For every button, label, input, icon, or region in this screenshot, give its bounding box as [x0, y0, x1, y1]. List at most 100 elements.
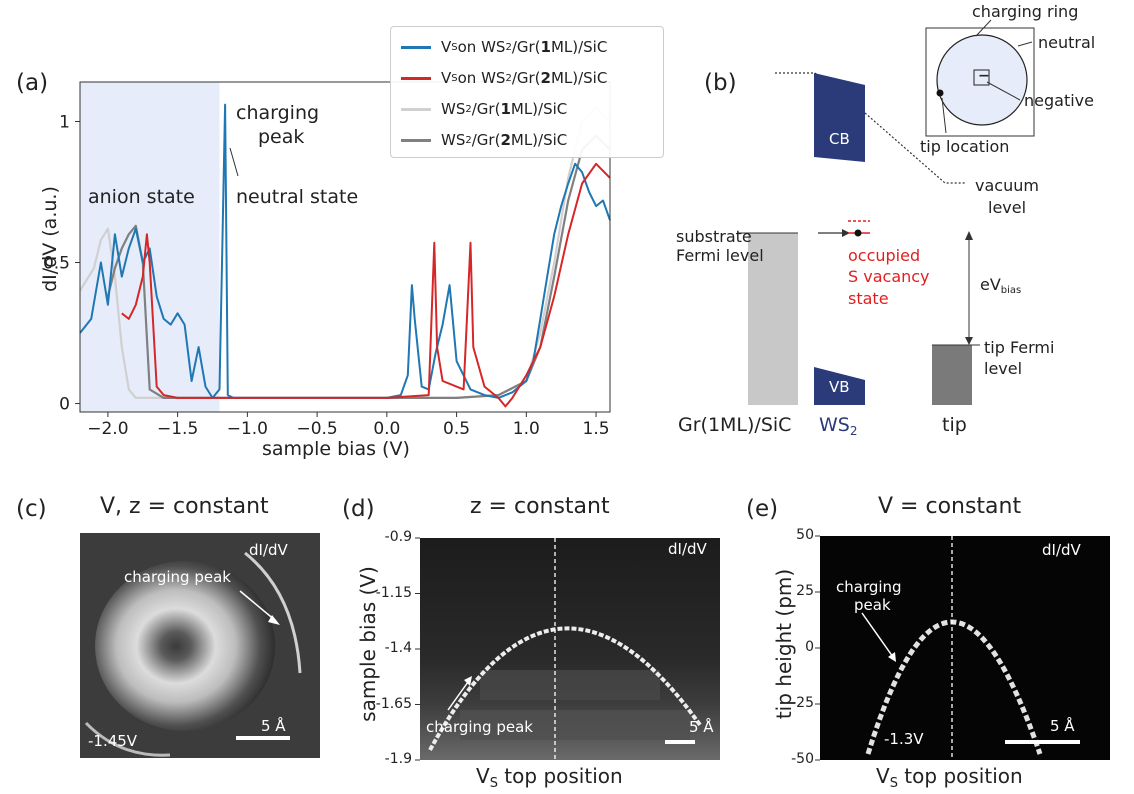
- band-feature-2: [460, 710, 690, 740]
- legend-text-part: ML)/SiC: [550, 69, 608, 87]
- tip-label: tip: [942, 414, 967, 436]
- panel-d-y-tick-label: -1.9: [384, 751, 412, 767]
- ws2-label: WS2: [819, 414, 858, 438]
- legend-text-part: V: [441, 38, 452, 56]
- conduction-band: [814, 73, 865, 162]
- legend-text-part: 2: [500, 131, 511, 149]
- x-tick-label: −0.5: [296, 419, 337, 439]
- legend-text-part: WS: [441, 100, 466, 118]
- vacuum-label-2: level: [988, 198, 1027, 217]
- charging-ring-circle: [936, 34, 1028, 126]
- neutral-state-label: neutral state: [236, 186, 359, 208]
- charging-ring-pointer: [975, 19, 992, 37]
- ebias-label: eVbias: [980, 275, 1021, 296]
- legend-text-part: 2: [505, 72, 512, 84]
- panel-e-charging-2: peak: [854, 596, 891, 614]
- tip-bar: [932, 345, 972, 405]
- panel-e-y-tick-label: 25: [796, 583, 814, 599]
- inset-charging-ring-label: charging ring: [972, 2, 1079, 21]
- occupied-label-2: S vacancy: [848, 267, 930, 286]
- ring-arc-right: [244, 551, 302, 674]
- panel-e-label: (e): [746, 496, 779, 522]
- panel-c-corner: dI/dV: [249, 541, 288, 559]
- panel-b-label: (b): [704, 70, 737, 96]
- legend-text-part: /Gr(: [511, 38, 541, 56]
- occupied-label-3: state: [848, 289, 889, 308]
- height-position-map: [815, 535, 1110, 761]
- legend-text-part: 1: [500, 100, 511, 118]
- panel-c-charging-peak: charging peak: [124, 568, 231, 586]
- xlabel-pre: V: [476, 764, 490, 788]
- donut-feature: [95, 561, 275, 731]
- map-background: [820, 536, 1110, 760]
- substrate-fermi-label-1: substrate: [676, 227, 752, 246]
- panel-d-label: (d): [342, 496, 375, 522]
- charging-peak-arrowhead: [464, 676, 472, 686]
- x-axis-label: sample bias (V): [262, 438, 410, 460]
- charging-peak-arrowhead: [888, 652, 896, 662]
- valence-band: [814, 367, 865, 405]
- panel-c-bias: -1.45V: [88, 732, 138, 750]
- legend-swatch: [401, 76, 431, 80]
- legend-entry: WS 2/Gr(1 ML)/SiC: [401, 97, 567, 121]
- panel-d-charging-peak: charging peak: [426, 718, 533, 736]
- ebias-main: eV: [980, 275, 1001, 294]
- inset-tip-location-label: tip location: [920, 137, 1010, 156]
- vacuum-level-line: [775, 72, 965, 184]
- x-tick-label: −2.0: [87, 419, 128, 439]
- legend-text-part: 1: [540, 38, 551, 56]
- legend-text-part: 2: [505, 41, 512, 53]
- cb-label: CB: [829, 130, 850, 148]
- dIdV-map: [80, 533, 320, 758]
- electron-dot: [854, 229, 862, 237]
- ebias-arrow-top: [965, 231, 973, 240]
- legend-text-part: 2: [540, 69, 551, 87]
- band-feature-1: [480, 670, 660, 700]
- x-tick-label: 1.5: [583, 419, 610, 439]
- panel-e-y-tick-label: -50: [791, 751, 814, 767]
- legend-text-part: 2: [465, 134, 472, 146]
- x-tick-label: 0.0: [373, 419, 400, 439]
- bias-position-map: [415, 537, 720, 761]
- ws2-main: WS: [819, 414, 850, 436]
- legend-text-part: /Gr(: [511, 69, 541, 87]
- panel-d-y-tick-label: -0.9: [384, 529, 412, 545]
- legend-text-part: ML)/SiC: [510, 131, 568, 149]
- legend-text-part: ML)/SiC: [510, 100, 568, 118]
- panel-e-charging-1: charging: [836, 578, 902, 596]
- xlabel-post: top position: [897, 764, 1023, 788]
- ws2-sub: 2: [849, 424, 858, 438]
- anion-state-label: anion state: [88, 186, 195, 208]
- inset-frame: [925, 27, 1035, 137]
- inset-symbol: −: [978, 68, 990, 84]
- legend-text-part: V: [441, 69, 452, 87]
- legend-text-part: on WS: [457, 38, 506, 56]
- legend-text-part: /Gr(: [471, 131, 501, 149]
- y-tick-label: 0.5: [43, 254, 70, 274]
- y-tick-label: 0: [59, 395, 70, 415]
- tip-location-pointer: [941, 97, 947, 134]
- x-tick-label: −1.0: [227, 419, 268, 439]
- panel-c-label: (c): [16, 496, 47, 522]
- dos-chart: −2.0 −1.5 −1.0 −0.5 0.0 0.5 1.0 1.5 0 0.5 1: [43, 81, 611, 439]
- ebias-sub: bias: [1000, 285, 1022, 296]
- tip-fermi-label-1: tip Fermi: [984, 338, 1055, 357]
- occupied-label-1: occupied: [848, 246, 921, 265]
- series-line-2: [121, 162, 611, 408]
- transfer-arrow-head: [842, 229, 850, 237]
- panel-d-scale: 5 Å: [689, 718, 714, 736]
- charging-peak-arrow: [861, 612, 894, 658]
- panel-e-y-tick-label: 0: [805, 639, 814, 655]
- legend-swatch: [401, 45, 431, 49]
- x-tick-label: −1.5: [157, 419, 198, 439]
- x-tick-label: 1.0: [513, 419, 540, 439]
- panel-d-corner: dI/dV: [668, 540, 707, 558]
- xlabel-post: top position: [497, 764, 623, 788]
- panel-d-y-tick-label: -1.4: [384, 640, 412, 656]
- panel-e-scale: 5 Å: [1050, 717, 1075, 735]
- charging-peak-arrowhead: [268, 615, 280, 625]
- legend-text-part: WS: [441, 131, 466, 149]
- band-diagram: [738, 19, 1035, 405]
